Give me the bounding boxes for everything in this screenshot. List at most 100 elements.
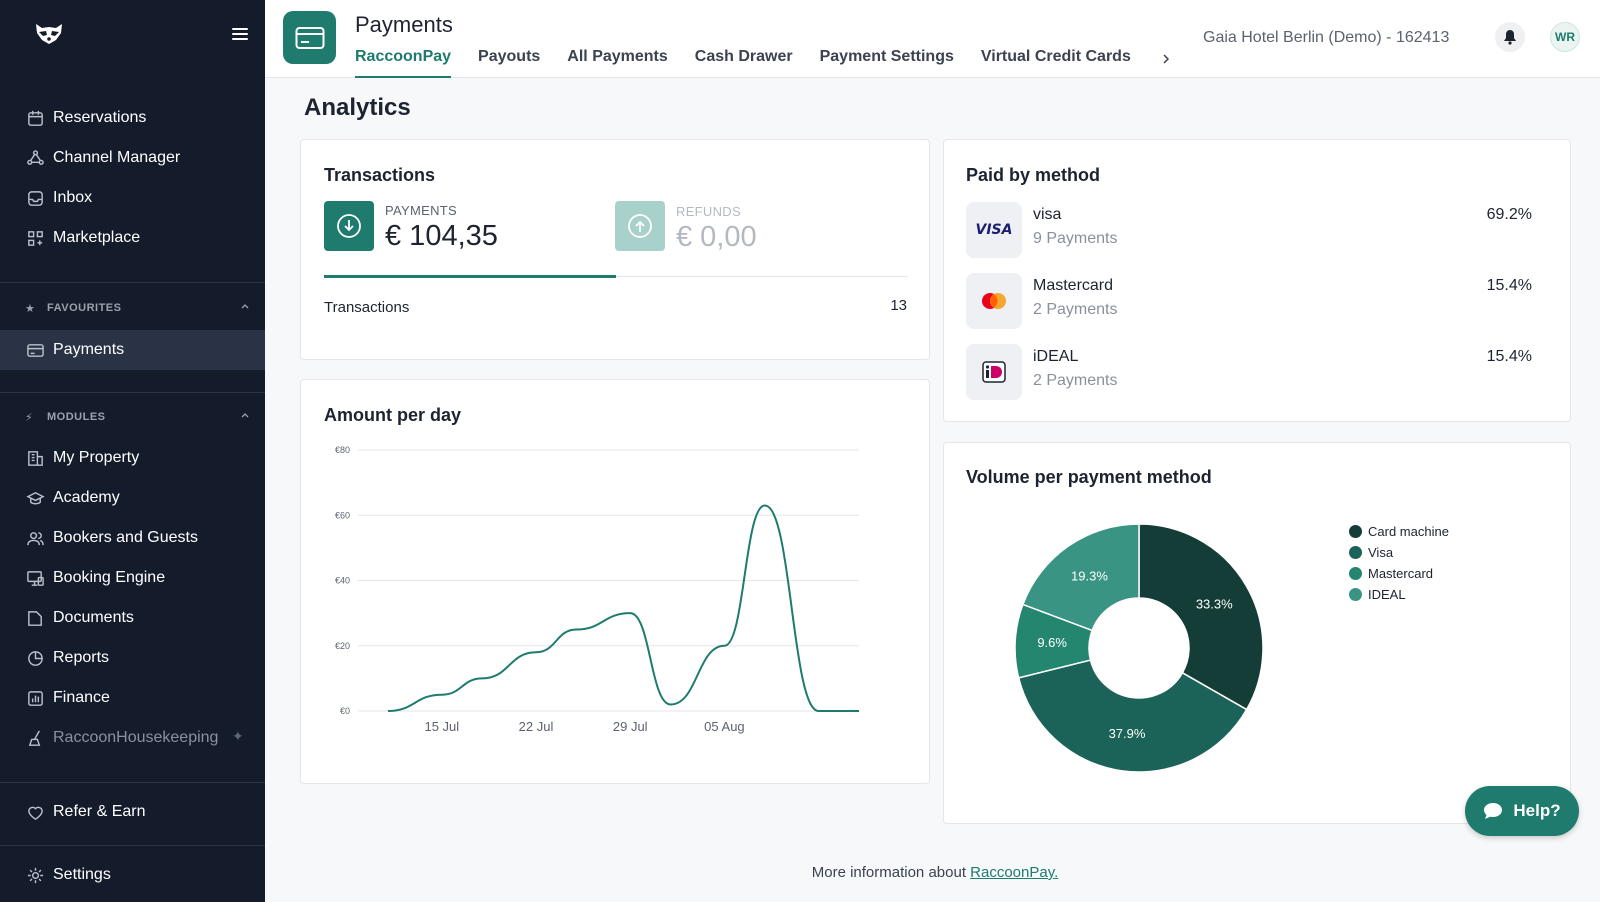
sidebar-item-label: RaccoonHousekeeping — [53, 729, 219, 746]
footer-text: More information about — [811, 864, 971, 881]
method-name: iDEAL — [1033, 348, 1079, 365]
sidebar-item-finance[interactable]: Finance — [0, 678, 265, 718]
volume-donut-chart: 33.3% 37.9% 9.6% 19.3% — [1014, 523, 1264, 773]
sidebar-item-label: Settings — [53, 866, 111, 883]
donut-slice — [1138, 523, 1264, 711]
notification-bell-icon[interactable] — [1495, 22, 1525, 52]
sidebar-item-label: Payments — [53, 341, 125, 358]
sidebar-item-label: Academy — [53, 489, 120, 506]
sidebar: Reservations Channel Manager Inbox Marke… — [0, 0, 265, 902]
sidebar-item-label: Booking Engine — [53, 569, 166, 586]
tab-raccoonpay[interactable]: RaccoonPay — [355, 48, 452, 78]
building-icon — [25, 448, 45, 468]
modules-section-header[interactable]: ⚡ MODULES — [25, 407, 250, 427]
raccoon-logo-icon[interactable] — [34, 22, 64, 46]
refunds-label: REFUNDS — [676, 204, 741, 219]
y-tick-label: €40 — [335, 576, 350, 586]
sidebar-header — [0, 0, 265, 70]
transactions-count-value: 13 — [890, 297, 907, 314]
heart-icon — [25, 802, 45, 822]
star-icon: ★ — [25, 302, 36, 315]
visa-logo: VISA — [966, 202, 1022, 258]
gear-icon — [25, 865, 45, 885]
top-header: Payments RaccoonPay Payouts All Payments… — [265, 0, 1600, 78]
tab-bar: RaccoonPay Payouts All Payments Cash Dra… — [355, 48, 1158, 78]
avatar[interactable]: WR — [1550, 22, 1580, 52]
hotel-selector[interactable]: Gaia Hotel Berlin (Demo) - 162413 — [1203, 29, 1450, 46]
menu-toggle-icon[interactable] — [232, 28, 248, 40]
upload-icon — [615, 201, 665, 251]
help-label: Help? — [1513, 801, 1561, 820]
sidebar-item-reservations[interactable]: Reservations — [0, 98, 265, 138]
tab-payouts[interactable]: Payouts — [478, 48, 541, 65]
favourites-section-header[interactable]: ★ FAVOURITES — [25, 298, 250, 318]
divider — [0, 845, 265, 846]
legend-item[interactable]: Mastercard — [1349, 566, 1433, 581]
sidebar-item-marketplace[interactable]: Marketplace — [0, 218, 265, 258]
users-icon — [25, 528, 45, 548]
legend-item[interactable]: Card machine — [1349, 524, 1449, 539]
sidebar-item-refer-and-earn[interactable]: Refer & Earn — [0, 792, 265, 832]
sidebar-item-booking-engine[interactable]: Booking Engine — [0, 558, 265, 598]
divider — [0, 392, 265, 393]
raccoonpay-link[interactable]: RaccoonPay. — [970, 864, 1059, 881]
help-button[interactable]: Help? — [1465, 786, 1579, 836]
chevron-up-icon — [241, 304, 249, 309]
payments-value: € 104,35 — [385, 220, 498, 252]
sidebar-item-label: Documents — [53, 609, 134, 626]
chevron-right-icon[interactable] — [1160, 52, 1172, 66]
sidebar-item-academy[interactable]: Academy — [0, 478, 265, 518]
slice-label: 19.3% — [1071, 568, 1108, 583]
sidebar-item-reports[interactable]: Reports — [0, 638, 265, 678]
sidebar-item-payments[interactable]: Payments — [0, 330, 265, 370]
legend-label: IDEAL — [1368, 587, 1406, 602]
sparkle-icon: ✦ — [232, 728, 244, 744]
divider — [0, 282, 265, 283]
sidebar-item-label: Reservations — [53, 109, 147, 126]
tab-cash-drawer[interactable]: Cash Drawer — [694, 48, 793, 65]
x-tick-label: 22 Jul — [519, 719, 554, 734]
grid-plus-icon — [25, 228, 45, 248]
transactions-card: Transactions PAYMENTS € 104,35 REFUNDS €… — [300, 139, 930, 360]
divider — [324, 276, 908, 277]
sidebar-item-label: Inbox — [53, 189, 93, 206]
sidebar-item-label: My Property — [53, 449, 140, 466]
tab-all-payments[interactable]: All Payments — [567, 48, 668, 65]
sidebar-item-raccoonhousekeeping[interactable]: RaccoonHousekeeping — [0, 718, 265, 758]
legend-swatch — [1349, 567, 1362, 580]
card-title: Amount per day — [324, 405, 462, 425]
sidebar-item-channel-manager[interactable]: Channel Manager — [0, 138, 265, 178]
payments-app-icon — [283, 11, 336, 64]
legend-item[interactable]: Visa — [1349, 545, 1393, 560]
legend-item[interactable]: IDEAL — [1349, 587, 1406, 602]
section-label: FAVOURITES — [47, 302, 122, 314]
sidebar-item-settings[interactable]: Settings — [0, 855, 265, 895]
card-title: Volume per payment method — [966, 467, 1212, 487]
method-count: 2 Payments — [1033, 372, 1118, 389]
legend-swatch — [1349, 588, 1362, 601]
visa-logo-text: VISA — [975, 222, 1013, 238]
transactions-count-label: Transactions — [324, 299, 410, 316]
donut-slice — [1017, 659, 1248, 773]
legend-label: Visa — [1368, 545, 1394, 560]
slice-label: 33.3% — [1196, 596, 1233, 611]
card-title: Transactions — [324, 165, 436, 185]
series-line — [387, 504, 859, 712]
method-percentage: 15.4% — [1486, 277, 1532, 294]
sidebar-item-label: Bookers and Guests — [53, 529, 198, 546]
tab-virtual-credit-cards[interactable]: Virtual Credit Cards — [980, 48, 1131, 65]
calendar-icon — [25, 108, 45, 128]
sidebar-item-my-property[interactable]: My Property — [0, 438, 265, 478]
volume-per-method-card: Volume per payment method 33.3% 37.9% 9.6%… — [943, 442, 1571, 824]
network-icon — [25, 148, 45, 168]
amount-per-day-chart: €0 €20 €40 €60 €80 15 Jul 22 Jul 29 Jul 05 Aug — [335, 445, 859, 734]
donut-slice — [1021, 523, 1140, 632]
method-count: 9 Payments — [1033, 230, 1118, 247]
page-title: Payments — [355, 12, 453, 37]
bolt-icon: ⚡ — [25, 411, 34, 424]
sidebar-item-inbox[interactable]: Inbox — [0, 178, 265, 218]
sidebar-item-documents[interactable]: Documents — [0, 598, 265, 638]
sidebar-item-bookers-and-guests[interactable]: Bookers and Guests — [0, 518, 265, 558]
tab-payment-settings[interactable]: Payment Settings — [819, 48, 954, 65]
method-name: visa — [1033, 206, 1062, 223]
